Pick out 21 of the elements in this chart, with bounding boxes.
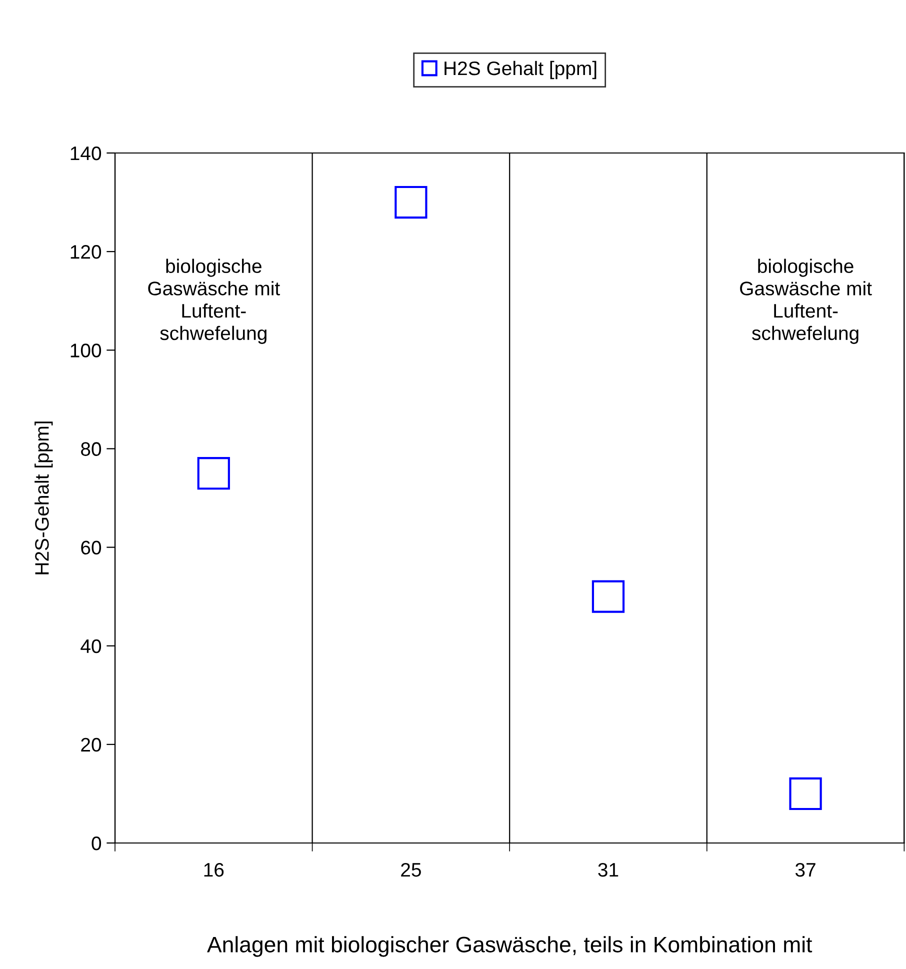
y-tick-label: 140 bbox=[70, 146, 102, 160]
y-tick-label: 20 bbox=[81, 738, 102, 752]
x-tick-label: 25 bbox=[401, 862, 421, 877]
x-tick-label: 16 bbox=[204, 862, 224, 877]
y-tick-label: 40 bbox=[80, 639, 102, 654]
point bbox=[789, 777, 822, 810]
point bbox=[394, 186, 428, 219]
annotation: biologische Gaswäsche mit Luftent- schwefelung bbox=[740, 258, 872, 344]
x-tick-label: 37 bbox=[795, 862, 816, 877]
y-tick-label: 60 bbox=[81, 540, 102, 555]
y-tick-label: 120 bbox=[70, 245, 102, 259]
x-tick-label: 31 bbox=[598, 862, 618, 877]
annotation: biologische Gaswäsche mit Luftent- schwefelung bbox=[148, 258, 280, 344]
legend-label: H2S Gehalt [ppm] bbox=[444, 60, 596, 80]
y-tick-label: 100 bbox=[70, 344, 102, 358]
y-tick-label: 80 bbox=[81, 442, 102, 456]
point bbox=[592, 580, 625, 613]
y-tick-label: 0 bbox=[92, 836, 102, 850]
x-axis-title: Anlagen mit biologischer Gaswäsche, teils in Kombination mit bbox=[207, 936, 812, 957]
point bbox=[197, 457, 230, 490]
y-axis-title: H2S-Gehalt [ppm] bbox=[34, 422, 53, 574]
